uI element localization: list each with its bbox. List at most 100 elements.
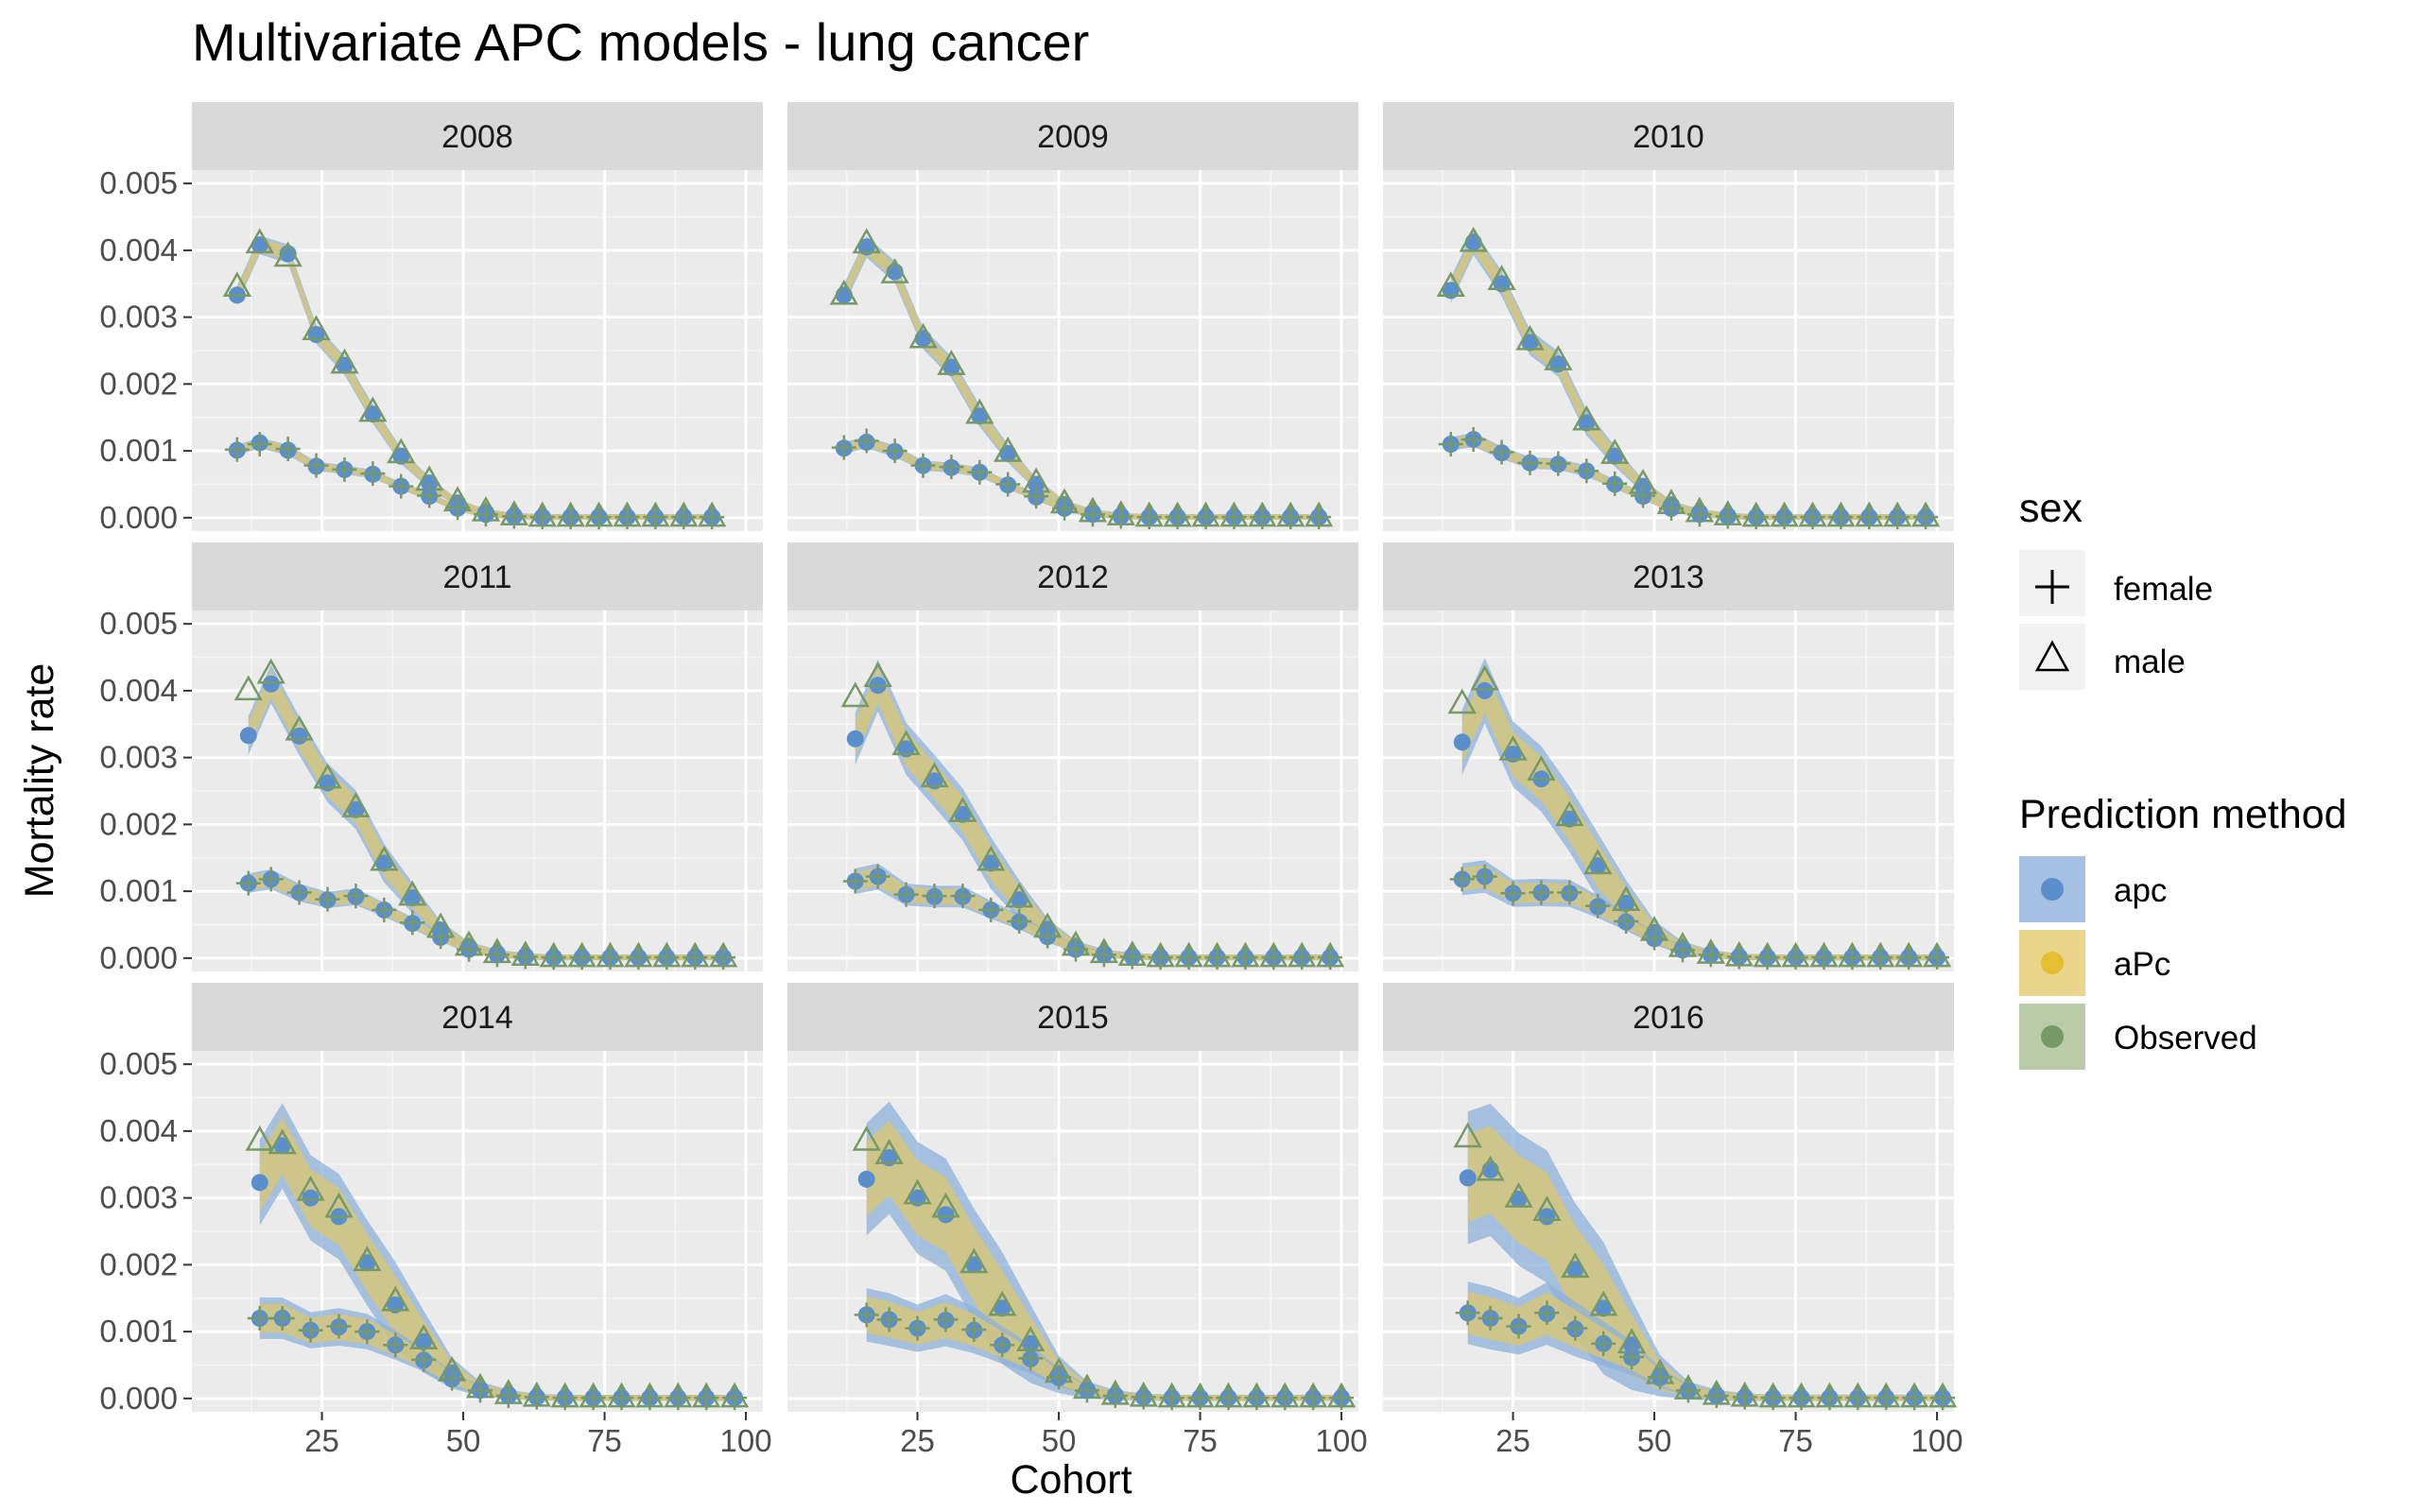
data-point	[1510, 1191, 1528, 1209]
data-point	[971, 407, 989, 425]
data-point	[846, 730, 864, 747]
data-point	[285, 714, 314, 741]
data-point	[880, 258, 909, 284]
data-point	[273, 1137, 291, 1155]
data-point	[829, 279, 858, 305]
legend-label-aPc: aPc	[2114, 946, 2170, 983]
data-point	[948, 797, 977, 822]
strip	[787, 102, 1358, 170]
data-point	[1005, 882, 1034, 908]
strip-label: 2011	[442, 559, 511, 595]
data-point	[1459, 226, 1488, 252]
data-point	[1453, 733, 1471, 751]
x-tick-label: 75	[1778, 1423, 1813, 1458]
data-point	[1487, 265, 1516, 290]
y-tick-label: 0.002	[99, 366, 178, 401]
data-point	[1589, 1290, 1618, 1316]
data-point	[262, 675, 280, 693]
data-point	[1498, 735, 1528, 761]
data-point	[1521, 334, 1539, 352]
data-point	[994, 436, 1023, 462]
data-point	[965, 1256, 983, 1274]
data-point	[1555, 800, 1584, 827]
data-point	[273, 241, 302, 267]
aPc-band-female	[259, 1303, 735, 1401]
legend-dot-aPc-icon	[2041, 952, 2064, 974]
data-point	[1572, 404, 1601, 431]
y-tick-label: 0.005	[99, 606, 178, 641]
aPc-band-male	[855, 667, 1331, 961]
data-point	[381, 1285, 410, 1312]
data-point	[324, 1192, 354, 1218]
data-point	[347, 800, 365, 818]
data-point	[1464, 233, 1482, 251]
aPc-band-male	[866, 1120, 1342, 1401]
strip-label: 2016	[1633, 1000, 1704, 1036]
y-tick-label: 0.004	[99, 1113, 178, 1148]
data-point	[415, 1332, 433, 1350]
facet-panel-2013: 2013	[1383, 542, 1954, 971]
strip	[787, 983, 1358, 1051]
data-point	[994, 1299, 1011, 1317]
data-point	[1515, 324, 1545, 351]
data-point	[903, 1178, 932, 1205]
legend-plus-icon	[2035, 570, 2069, 604]
data-point	[937, 350, 966, 375]
data-point	[245, 1125, 274, 1151]
apc-band-female	[866, 1288, 1342, 1401]
data-point	[336, 356, 354, 374]
data-point	[1578, 414, 1596, 432]
x-tick-label: 75	[587, 1423, 622, 1458]
aPc-band-male	[259, 1117, 735, 1401]
y-tick-label: 0.004	[99, 232, 178, 267]
apc-band-female	[259, 1297, 735, 1401]
data-point	[1527, 755, 1556, 782]
data-point	[1561, 1252, 1590, 1279]
data-point	[387, 438, 416, 464]
data-point	[313, 763, 342, 789]
data-point	[1595, 1299, 1613, 1317]
data-point	[421, 474, 439, 492]
data-point	[988, 1290, 1017, 1316]
data-point	[233, 675, 263, 701]
data-point	[1617, 894, 1635, 912]
data-point	[982, 854, 1000, 872]
x-tick-label: 100	[1316, 1423, 1368, 1458]
data-point	[341, 792, 371, 817]
x-tick-label: 100	[720, 1423, 772, 1458]
facet-panels: 2008 0.000 0.001 0.002 0.003 0.004 0.005 2009 20…	[99, 102, 1963, 1458]
data-point	[914, 330, 932, 348]
data-point	[251, 1174, 268, 1192]
y-tick-label: 0.001	[99, 1314, 178, 1349]
data-point	[920, 762, 949, 788]
data-point	[358, 396, 388, 422]
legend-sex-title: sex	[2019, 486, 2083, 531]
apc-band-male	[248, 664, 724, 961]
x-tick-label: 75	[1183, 1423, 1218, 1458]
y-tick-label: 0.003	[99, 740, 178, 775]
data-point	[937, 1206, 955, 1224]
x-tick-label: 50	[446, 1423, 481, 1458]
data-point	[398, 880, 427, 906]
y-tick-label: 0.003	[99, 1180, 178, 1215]
data-point	[1476, 681, 1494, 699]
data-point	[222, 271, 251, 298]
data-point	[852, 228, 881, 254]
y-tick-label: 0.001	[99, 873, 178, 908]
data-point	[404, 889, 422, 907]
data-point	[1022, 1334, 1040, 1352]
x-tick-label: 25	[900, 1423, 935, 1458]
x-tick-label: 50	[1637, 1423, 1672, 1458]
strip	[192, 983, 763, 1051]
aPc-band-female	[1467, 1291, 1944, 1401]
strip-label: 2009	[1037, 119, 1109, 155]
data-point	[852, 1125, 881, 1151]
data-point	[245, 228, 274, 254]
strip	[1383, 983, 1954, 1051]
data-point	[1453, 1122, 1482, 1148]
data-point	[1544, 345, 1573, 370]
data-point	[239, 727, 257, 745]
data-point	[977, 845, 1006, 871]
strip-label: 2013	[1633, 559, 1704, 595]
data-point	[302, 315, 331, 341]
